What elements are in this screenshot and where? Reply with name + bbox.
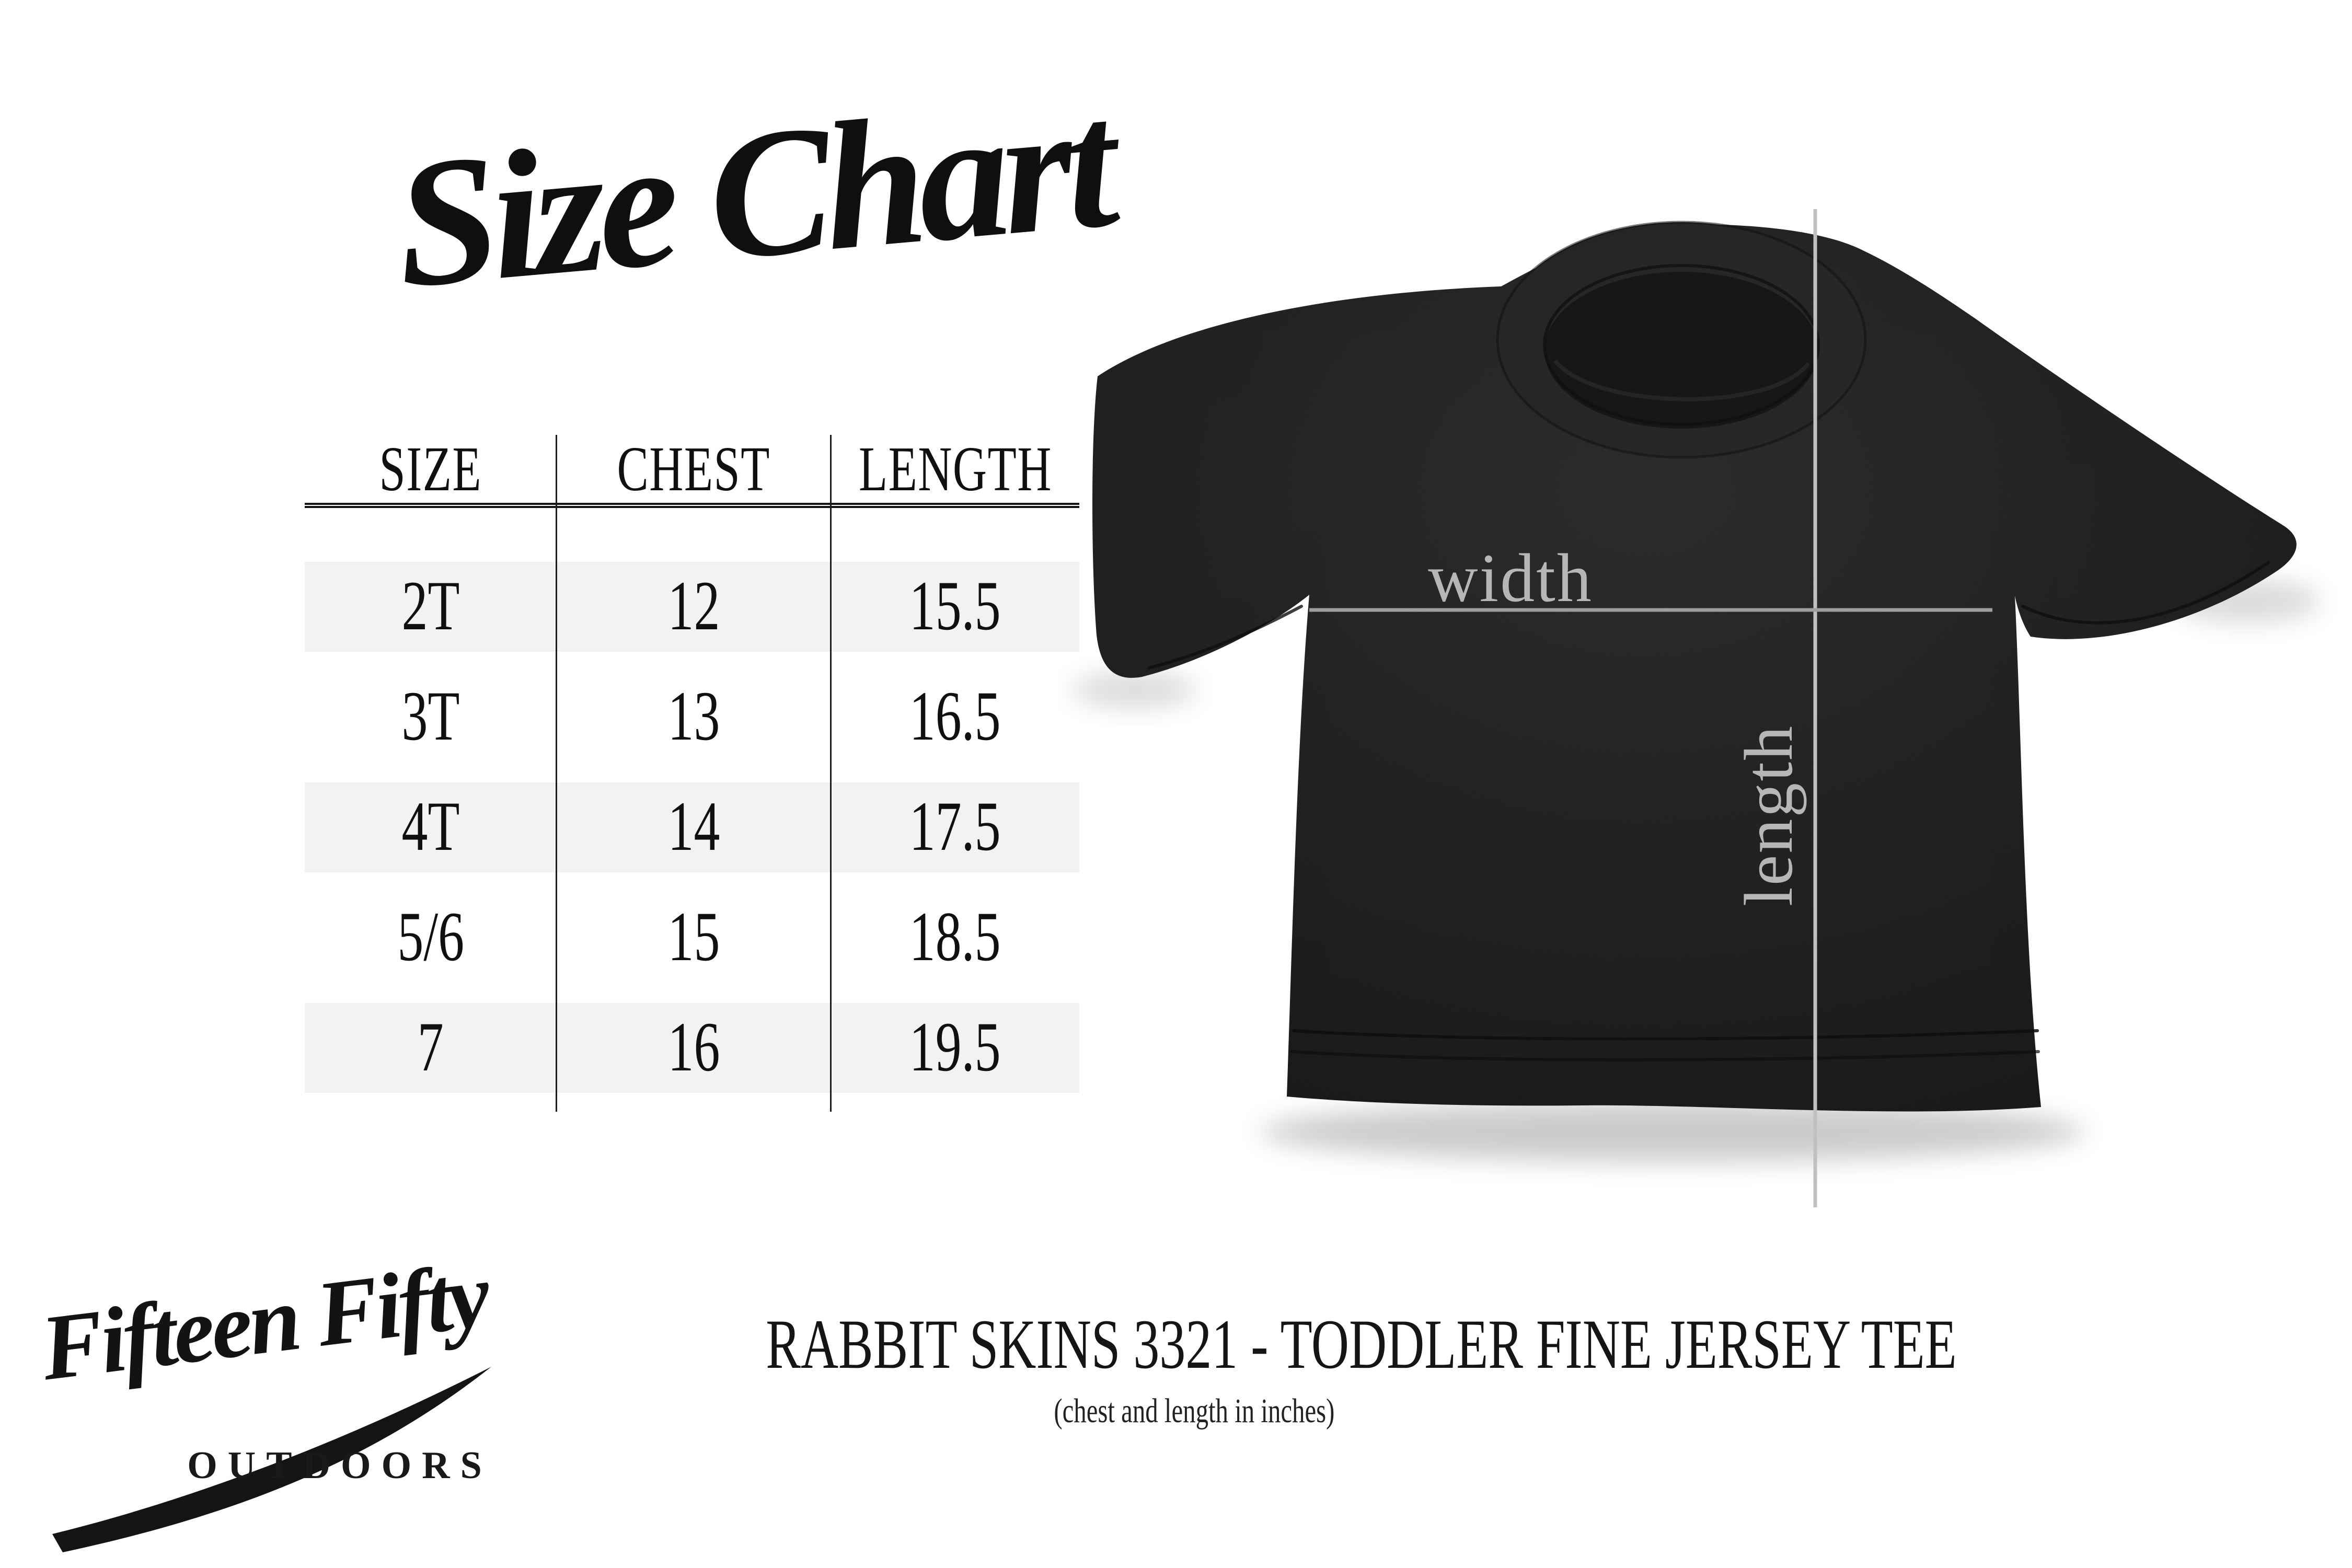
length-cell: 16.5 — [909, 677, 1001, 755]
length-cell: 19.5 — [909, 1008, 1001, 1086]
table-row: 2T 12 15.5 — [305, 551, 1079, 661]
length-label: length — [1730, 724, 1807, 906]
fabric-texture — [1092, 224, 2297, 1112]
column-divider — [556, 435, 557, 1112]
logo-swoosh-icon — [52, 1367, 491, 1552]
chest-cell: 14 — [667, 788, 720, 866]
tshirt-photo: width length — [1056, 188, 2342, 1233]
product-title: RABBIT SKINS 3321 - TODDLER FINE JERSEY … — [766, 1306, 1957, 1383]
column-divider — [830, 435, 832, 1112]
chest-cell: 16 — [667, 1008, 720, 1086]
table-row: 4T 14 17.5 — [305, 771, 1079, 882]
chest-cell: 15 — [667, 898, 720, 976]
chest-cell: 12 — [667, 567, 720, 645]
header-size: SIZE — [379, 434, 482, 504]
length-cell: 15.5 — [909, 567, 1001, 645]
size-cell: 3T — [401, 677, 460, 755]
chest-cell: 13 — [667, 677, 720, 755]
size-cell: 5/6 — [397, 898, 464, 976]
size-cell: 7 — [418, 1008, 444, 1086]
size-table-header: SIZE CHEST LENGTH — [305, 434, 1079, 505]
brand-logo-subtext: OUTDOORS — [187, 1444, 492, 1487]
length-cell: 17.5 — [909, 788, 1001, 866]
width-label: width — [1428, 539, 1593, 616]
table-row: 5/6 15 18.5 — [305, 882, 1079, 992]
size-cell: 2T — [401, 567, 460, 645]
header-length: LENGTH — [858, 434, 1052, 504]
size-cell: 4T — [401, 788, 460, 866]
header-rule — [305, 503, 1079, 508]
shirt-shadow — [1071, 579, 2321, 1162]
product-note: (chest and length in inches) — [1054, 1392, 1335, 1430]
size-table: SIZE CHEST LENGTH 2T 12 15.5 3T 13 16.5 … — [305, 434, 1079, 1113]
length-cell: 18.5 — [909, 898, 1001, 976]
brand-logo: Fifteen Fifty OUTDOORS — [16, 1243, 512, 1558]
header-chest: CHEST — [617, 434, 771, 504]
table-row: 7 16 19.5 — [305, 992, 1079, 1102]
table-row: 3T 13 16.5 — [305, 661, 1079, 771]
